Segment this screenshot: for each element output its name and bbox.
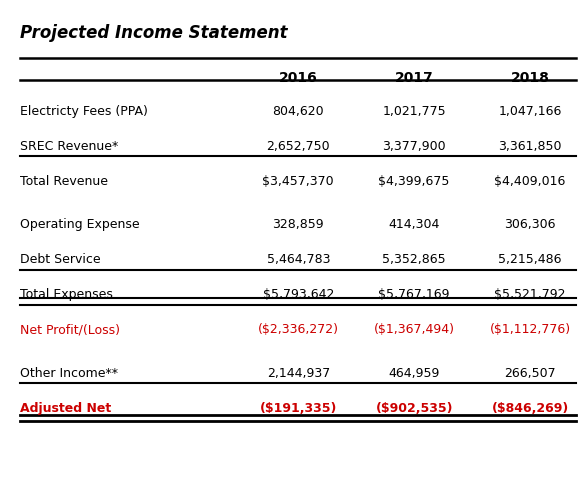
Text: 266,507: 266,507 xyxy=(504,366,556,379)
Text: 2018: 2018 xyxy=(511,71,549,85)
Text: 1,047,166: 1,047,166 xyxy=(498,105,562,118)
Text: $4,399,675: $4,399,675 xyxy=(378,174,450,187)
Text: 5,352,865: 5,352,865 xyxy=(383,253,446,266)
Text: ($2,336,272): ($2,336,272) xyxy=(258,323,339,336)
Text: Projected Income Statement: Projected Income Statement xyxy=(20,24,288,42)
Text: 1,021,775: 1,021,775 xyxy=(383,105,446,118)
Text: $5,521,792: $5,521,792 xyxy=(494,288,566,301)
Text: 2017: 2017 xyxy=(395,71,433,85)
Text: 464,959: 464,959 xyxy=(388,366,440,379)
Text: ($191,335): ($191,335) xyxy=(260,401,337,414)
Text: 306,306: 306,306 xyxy=(504,218,556,231)
Text: Debt Service: Debt Service xyxy=(20,253,101,266)
Text: Operating Expense: Operating Expense xyxy=(20,218,140,231)
Text: $5,767,169: $5,767,169 xyxy=(378,288,450,301)
Text: Total Revenue: Total Revenue xyxy=(20,174,108,187)
Text: 3,361,850: 3,361,850 xyxy=(498,139,562,152)
Text: Other Income**: Other Income** xyxy=(20,366,118,379)
Text: $5,793,642: $5,793,642 xyxy=(263,288,334,301)
Text: 5,215,486: 5,215,486 xyxy=(498,253,562,266)
Text: 2,652,750: 2,652,750 xyxy=(267,139,330,152)
Text: 2,144,937: 2,144,937 xyxy=(267,366,330,379)
Text: 5,464,783: 5,464,783 xyxy=(267,253,330,266)
Text: 2016: 2016 xyxy=(279,71,318,85)
Text: SREC Revenue*: SREC Revenue* xyxy=(20,139,118,152)
Text: ($846,269): ($846,269) xyxy=(491,401,569,414)
Text: Net Profit/(Loss): Net Profit/(Loss) xyxy=(20,323,120,336)
Text: $3,457,370: $3,457,370 xyxy=(263,174,334,187)
Text: ($1,367,494): ($1,367,494) xyxy=(374,323,455,336)
Text: $4,409,016: $4,409,016 xyxy=(494,174,566,187)
Text: 804,620: 804,620 xyxy=(273,105,324,118)
Text: 3,377,900: 3,377,900 xyxy=(383,139,446,152)
Text: Electricty Fees (PPA): Electricty Fees (PPA) xyxy=(20,105,148,118)
Text: Adjusted Net: Adjusted Net xyxy=(20,401,111,414)
Text: 328,859: 328,859 xyxy=(273,218,324,231)
Text: 414,304: 414,304 xyxy=(388,218,440,231)
Text: ($902,535): ($902,535) xyxy=(376,401,453,414)
Text: Total Expenses: Total Expenses xyxy=(20,288,113,301)
Text: ($1,112,776): ($1,112,776) xyxy=(490,323,570,336)
